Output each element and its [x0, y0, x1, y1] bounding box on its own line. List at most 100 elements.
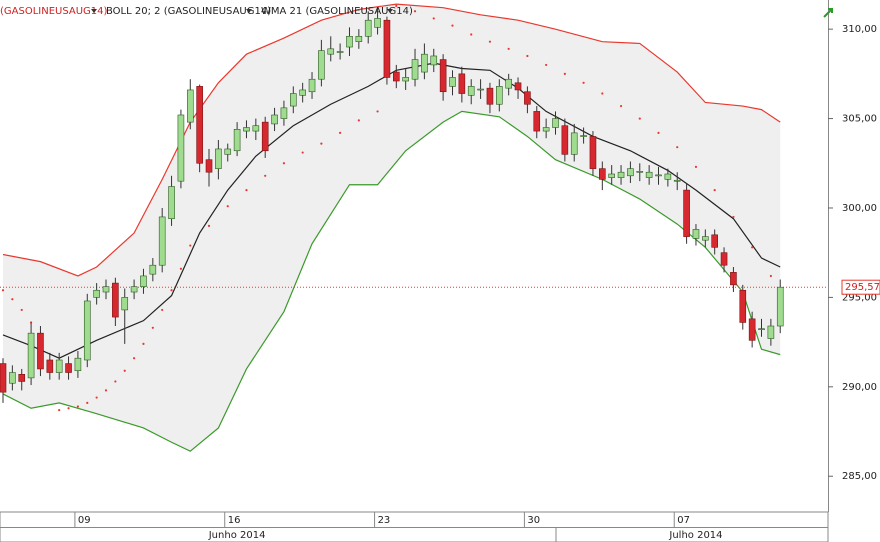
sar-dot: [601, 92, 604, 95]
candle-body: [37, 332, 44, 370]
candle-body: [496, 86, 503, 105]
trend-icon[interactable]: [823, 8, 833, 18]
sar-dot: [582, 81, 585, 84]
candle-body: [186, 89, 194, 123]
candle-body: [636, 171, 644, 173]
candle-body: [112, 282, 119, 318]
candle-body: [215, 148, 222, 169]
sar-dot: [545, 63, 548, 67]
y-tick-label: 285,00: [842, 471, 877, 482]
sar-dot: [67, 407, 70, 410]
candle-body: [177, 114, 185, 182]
candle-body: [430, 55, 438, 66]
sar-dot: [451, 24, 454, 27]
candle-body: [683, 189, 690, 237]
sar-dot: [20, 308, 23, 312]
candle-body: [599, 168, 606, 180]
candle-body: [74, 357, 82, 372]
candle-body: [374, 18, 381, 28]
x-tick-label: 07: [677, 515, 690, 526]
candle-body: [271, 114, 278, 125]
candle-body: [720, 252, 728, 266]
candle-body: [196, 86, 203, 164]
toolbar-item[interactable]: (GASOLINEUSAUG14): [0, 6, 108, 17]
candle-body: [580, 135, 587, 137]
sar-dot: [95, 396, 98, 399]
sar-dot: [264, 174, 267, 177]
candle-body: [533, 111, 541, 132]
toolbar-item[interactable]: BOLL 20; 2 (GASOLINEUSAUG14): [106, 6, 271, 17]
sar-dot: [470, 33, 473, 36]
candle-body: [702, 236, 709, 241]
sar-dot: [751, 246, 754, 249]
dropdown-arrow[interactable]: [387, 9, 393, 13]
candle-body: [393, 71, 400, 82]
candle-body: [570, 132, 578, 155]
sar-dot: [413, 10, 417, 13]
candle-body: [467, 86, 475, 96]
candle-body: [486, 87, 494, 105]
candle-body: [55, 359, 63, 373]
candle-body: [308, 78, 316, 93]
month-label: Junho 2014: [208, 530, 266, 541]
candle-body: [130, 286, 138, 293]
candle-body: [439, 59, 447, 93]
candle-body: [9, 372, 16, 384]
candle-body: [383, 19, 391, 78]
month-label: Julho 2014: [668, 530, 722, 541]
candle-body: [748, 318, 756, 341]
candle-body: [252, 125, 260, 132]
sar-dot: [676, 146, 679, 149]
sar-dot: [207, 224, 211, 227]
candle-body: [121, 297, 129, 311]
candle-body: [402, 77, 409, 82]
sar-dot: [488, 40, 492, 43]
candle-body: [327, 48, 335, 55]
sar-dot: [769, 274, 772, 278]
candle-body: [505, 78, 512, 89]
indicator-line: [2, 110, 781, 452]
candle-body: [18, 373, 26, 382]
candle-body: [524, 91, 531, 105]
x-tick-label: 23: [378, 515, 391, 526]
candle-body: [477, 88, 484, 91]
candle-body: [318, 50, 325, 80]
price-axis: [828, 0, 880, 542]
candle-body: [243, 127, 250, 132]
dropdown-arrow[interactable]: [91, 9, 97, 13]
sar-dot: [104, 389, 108, 392]
sar-dot: [179, 267, 183, 270]
sar-dot: [1, 289, 5, 292]
y-tick-label: 305,00: [842, 114, 877, 125]
sar-dot: [245, 188, 248, 192]
candle-body: [655, 174, 662, 177]
candle-body: [411, 59, 419, 80]
candle-body: [589, 136, 597, 169]
sar-dot: [320, 142, 323, 145]
sar-dot: [526, 54, 529, 58]
x-tick-label: 09: [78, 515, 91, 526]
sar-dot: [226, 205, 229, 208]
candle-body: [149, 264, 157, 275]
candle-body: [421, 53, 428, 73]
sar-dot: [395, 4, 398, 8]
candle-body: [336, 51, 344, 53]
candle-body: [608, 173, 615, 178]
candle-body: [168, 186, 175, 220]
indicator-line: [2, 3, 781, 277]
candle-body: [364, 19, 372, 37]
sar-dot: [189, 244, 192, 247]
plot-layer: [0, 3, 828, 452]
toolbar-item[interactable]: WMA 21 (GASOLINEUSAUG14): [261, 6, 413, 17]
candle-body: [280, 107, 288, 119]
candle-body: [83, 300, 91, 361]
dropdown-arrow[interactable]: [246, 9, 252, 13]
sar-dot: [86, 401, 89, 405]
candle-body: [739, 289, 747, 323]
candle-body: [102, 286, 110, 293]
sar-dot: [123, 369, 126, 372]
sar-dot: [151, 326, 154, 329]
candle-body: [776, 286, 784, 327]
sar-dot: [657, 131, 660, 134]
sar-dot: [114, 380, 117, 383]
